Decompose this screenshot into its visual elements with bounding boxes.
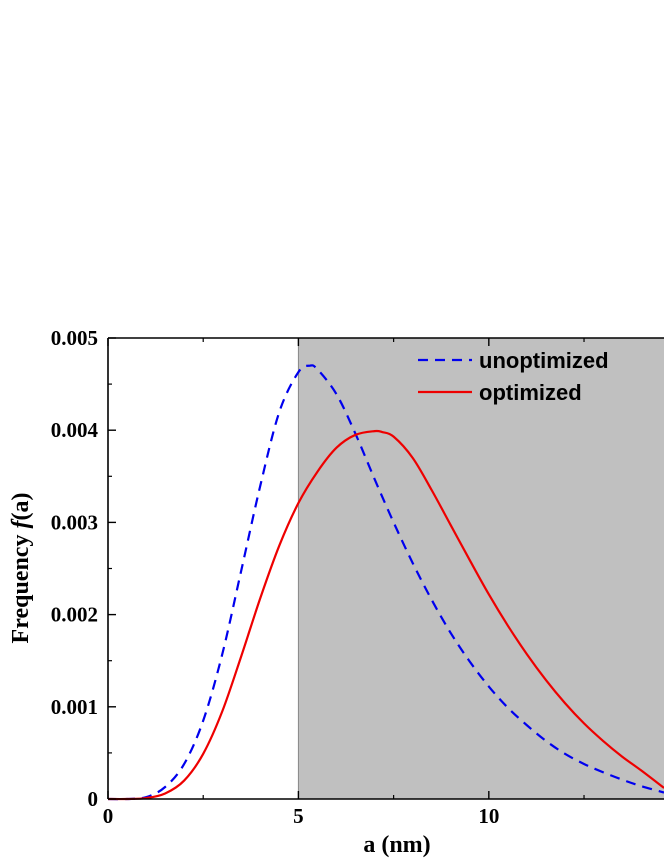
ticks: 0 5 10 0 0.001 0.002 0.003 0.004 0.005 <box>51 326 585 828</box>
shaded-region <box>298 338 664 799</box>
y-axis-title-prefix: Frequency <box>8 529 34 644</box>
series-layer <box>107 364 664 801</box>
legend: unoptimized optimized <box>418 348 609 405</box>
y-axis-title-italic: f <box>8 519 34 529</box>
legend-label-optimized: optimized <box>479 380 582 405</box>
series-line-optimized <box>107 429 664 801</box>
y-tick-label: 0 <box>88 787 99 811</box>
x-tick-label: 0 <box>103 804 114 828</box>
y-tick-label: 0.003 <box>51 510 98 534</box>
y-tick-label: 0.001 <box>51 695 98 719</box>
x-tick-label: 5 <box>293 804 304 828</box>
y-tick-label: 0.005 <box>51 326 98 350</box>
y-axis-title: Frequency f(a) <box>8 493 34 644</box>
legend-label-unoptimized: unoptimized <box>479 348 609 373</box>
x-axis-title: a (nm) <box>363 832 430 858</box>
x-tick-label: 10 <box>478 804 499 828</box>
y-tick-label: 0.002 <box>51 603 98 627</box>
y-axis-title-suffix: (a) <box>8 493 34 521</box>
y-tick-label: 0.004 <box>51 418 99 442</box>
series-line-unoptimized <box>107 364 664 801</box>
